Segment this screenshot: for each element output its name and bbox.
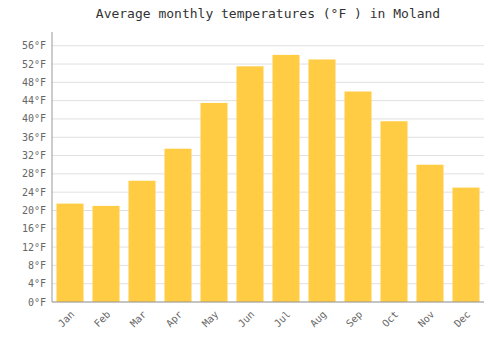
x-tick-label: May bbox=[200, 309, 221, 330]
chart-container: Average monthly temperatures (°F ) in Mo… bbox=[0, 0, 500, 350]
chart-svg: Average monthly temperatures (°F ) in Mo… bbox=[0, 0, 500, 350]
x-tick-label: Dec bbox=[452, 309, 473, 330]
grid-line bbox=[52, 45, 484, 46]
y-tick-label: 0°F bbox=[28, 297, 46, 308]
y-tick-label: 52°F bbox=[22, 59, 46, 70]
x-tick-label: Aug bbox=[308, 309, 329, 330]
y-tick-label: 8°F bbox=[28, 260, 46, 271]
bar bbox=[345, 91, 372, 302]
y-tick-label: 12°F bbox=[22, 242, 46, 253]
bar bbox=[201, 103, 228, 302]
grid-line bbox=[52, 118, 484, 119]
bar bbox=[417, 165, 444, 302]
x-tick-label: Jan bbox=[56, 309, 77, 330]
grid-line bbox=[52, 100, 484, 101]
bar bbox=[165, 149, 192, 302]
y-tick-label: 40°F bbox=[22, 113, 46, 124]
y-tick-label: 28°F bbox=[22, 168, 46, 179]
x-tick-label: Mar bbox=[128, 309, 149, 330]
x-tick-label: Oct bbox=[380, 309, 401, 330]
grid-line bbox=[52, 302, 484, 303]
bars bbox=[57, 55, 480, 302]
bar bbox=[381, 121, 408, 302]
x-tick-label: Apr bbox=[164, 309, 185, 330]
y-axis-line bbox=[52, 32, 53, 302]
bar bbox=[453, 188, 480, 302]
x-axis-line bbox=[52, 302, 484, 303]
y-tick-label: 36°F bbox=[22, 132, 46, 143]
grid-line bbox=[52, 137, 484, 138]
bar bbox=[93, 206, 120, 302]
grid-line bbox=[52, 155, 484, 156]
x-tick-label: Nov bbox=[416, 309, 437, 330]
x-tick-label: Jul bbox=[272, 309, 293, 330]
grid bbox=[52, 46, 484, 302]
y-tick-label: 20°F bbox=[22, 205, 46, 216]
bar bbox=[309, 59, 336, 302]
y-tick-label: 56°F bbox=[22, 40, 46, 51]
y-tick-label: 48°F bbox=[22, 77, 46, 88]
y-tick-label: 44°F bbox=[22, 95, 46, 106]
y-tick-label: 4°F bbox=[28, 278, 46, 289]
bar bbox=[273, 55, 300, 302]
bar bbox=[237, 66, 264, 302]
bar bbox=[129, 181, 156, 302]
title: Average monthly temperatures (°F ) in Mo… bbox=[96, 6, 440, 21]
x-tick-label: Feb bbox=[92, 309, 113, 330]
x-tick-label: Jun bbox=[236, 309, 257, 330]
y-tick-label: 16°F bbox=[22, 223, 46, 234]
grid-line bbox=[52, 64, 484, 65]
bar bbox=[57, 204, 84, 302]
y-tick-label: 32°F bbox=[22, 150, 46, 161]
grid-line bbox=[52, 82, 484, 83]
x-tick-label: Sep bbox=[344, 309, 365, 330]
y-tick-label: 24°F bbox=[22, 187, 46, 198]
